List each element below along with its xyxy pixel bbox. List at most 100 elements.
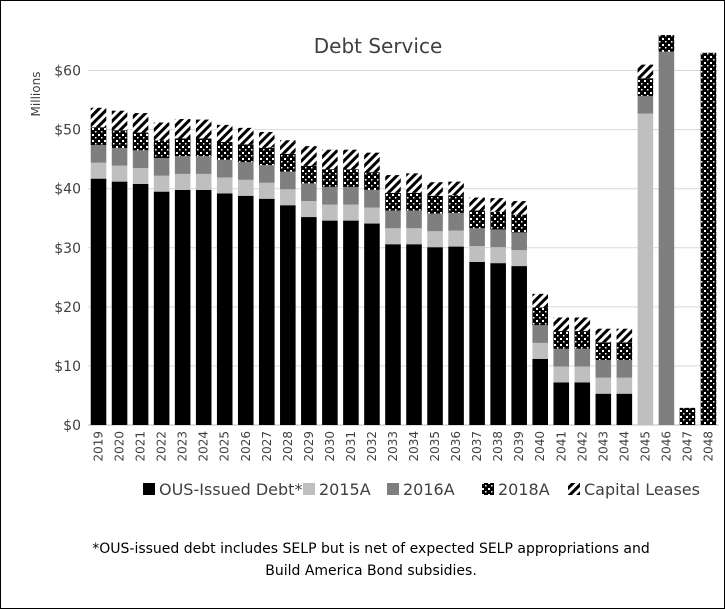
legend-item-2018a: 2018A	[482, 480, 550, 499]
bar-segment-2016a	[343, 186, 359, 205]
x-tick-label: 2028	[281, 431, 295, 462]
bar-segment-2018a	[301, 165, 317, 184]
x-tick-label: 2023	[176, 431, 190, 462]
legend-swatch	[482, 483, 494, 495]
bar-segment-capital-leases	[237, 127, 254, 145]
x-tick-label: 2041	[554, 431, 568, 462]
footnote: *OUS-issued debt includes SELP but is ne…	[41, 538, 701, 582]
bar-segment-2015a	[385, 228, 401, 245]
bar-segment-ous-issued-debt	[90, 178, 107, 425]
bar-segment-capital-leases	[280, 140, 296, 154]
bar-segment-ous-issued-debt	[595, 393, 612, 425]
bar-segment-2018a	[237, 144, 254, 163]
bar-segment-ous-issued-debt	[532, 358, 548, 425]
chart-title: Debt Service	[314, 34, 443, 58]
bar-segment-2015a	[637, 113, 654, 425]
x-tick-label: 2046	[659, 431, 673, 462]
bar-segment-2016a	[574, 348, 591, 367]
bar-segment-2015a	[195, 173, 212, 190]
bar-segment-capital-leases	[195, 119, 212, 139]
bar-segment-ous-issued-debt	[385, 244, 401, 425]
bar-segment-ous-issued-debt	[174, 189, 191, 425]
bar-segment-2018a	[637, 78, 654, 96]
y-tick-label: $50	[54, 123, 81, 139]
bar-segment-2018a	[595, 342, 612, 361]
bar-segment-capital-leases	[216, 124, 233, 143]
y-tick-label: $40	[54, 182, 81, 198]
bar-segment-ous-issued-debt	[237, 195, 254, 425]
bar-segment-2016a	[259, 165, 275, 183]
bar-segment-ous-issued-debt	[490, 263, 506, 425]
bar-segment-2018a	[574, 331, 591, 349]
bar-segment-2016a	[132, 150, 149, 169]
bar-segment-2015a	[111, 165, 128, 182]
bar-segment-capital-leases	[111, 110, 128, 131]
bar-segment-2015a	[364, 207, 380, 224]
legend-item-2016a: 2016A	[387, 480, 455, 499]
x-tick-label: 2045	[638, 431, 652, 462]
bar-segment-2015a	[322, 204, 338, 221]
bar-segment-2018a	[490, 211, 506, 230]
bar-segment-2015a	[469, 245, 485, 262]
x-tick-labels: 2019 2020 2021 2022 2023 2024 2025 2026 2027 2028…	[92, 431, 716, 462]
bar-segment-2018a	[406, 192, 422, 211]
x-tick-label: 2021	[134, 431, 148, 462]
bar-segment-capital-leases	[90, 107, 107, 128]
bar-segment-2018a	[427, 195, 443, 214]
x-tick-label: 2035	[428, 431, 442, 462]
legend-label: 2016A	[403, 480, 455, 499]
bar-segment-ous-issued-debt	[574, 382, 591, 425]
bar-segment-2015a	[448, 230, 464, 247]
bar-segment-2018a	[195, 138, 212, 157]
x-tick-label: 2048	[701, 431, 715, 462]
footnote-line-2: Build America Bond subsidies.	[265, 563, 477, 579]
y-tick-label: $30	[54, 241, 81, 257]
legend-item-capital-leases: Capital Leases	[568, 480, 700, 499]
bar-segment-2016a	[448, 212, 464, 231]
x-tick-label: 2031	[344, 431, 358, 462]
y-tick-label: $0	[63, 418, 81, 434]
x-tick-label: 2043	[596, 431, 610, 462]
bar-segment-2016a	[301, 183, 317, 202]
debt-service-chart: Debt Service Millions $0$10$20$30$40$50$…	[29, 34, 719, 499]
bar-segment-2015a	[511, 250, 527, 267]
x-tick-label: 2020	[113, 431, 127, 462]
bar-segment-2016a	[385, 210, 401, 229]
y-axis-label: Millions	[29, 72, 43, 117]
x-tick-label: 2037	[470, 431, 484, 462]
bar-segment-2018a	[153, 140, 170, 158]
bar-segment-2018a	[679, 407, 696, 425]
bar-segment-2016a	[90, 144, 107, 163]
bar-segment-2018a	[259, 147, 275, 166]
bar-segment-capital-leases	[174, 118, 191, 139]
bar-segment-capital-leases	[322, 149, 338, 170]
legend: OUS-Issued Debt* 2015A 2016A 2018A Capital L…	[143, 480, 700, 499]
bar-segment-2016a	[511, 232, 527, 251]
bar-segment-2015a	[406, 228, 422, 245]
bar-segment-ous-issued-debt	[111, 181, 128, 425]
bar-segment-2018a	[132, 132, 149, 151]
bar-segment-2016a	[174, 156, 191, 174]
bar-segment-2016a	[427, 213, 443, 232]
bar-segment-ous-issued-debt	[364, 223, 380, 425]
bar-segment-2015a	[616, 377, 633, 394]
bar-segment-capital-leases	[364, 152, 380, 173]
bar-segment-capital-leases	[595, 328, 612, 343]
footnote-line-1: *OUS-issued debt includes SELP but is ne…	[92, 541, 650, 557]
bar-segment-2018a	[280, 153, 296, 172]
bar-segment-capital-leases	[153, 122, 170, 141]
bar-segment-2018a	[469, 210, 485, 229]
x-tick-label: 2032	[365, 431, 379, 462]
bar-segment-capital-leases	[616, 328, 633, 343]
bar-segment-2018a	[343, 169, 359, 187]
bar-segment-2018a	[511, 214, 527, 233]
x-tick-label: 2030	[323, 431, 337, 462]
bar-segment-ous-issued-debt	[153, 191, 170, 425]
bar-segment-2018a	[174, 138, 191, 157]
bar-segment-2015a	[532, 342, 548, 359]
legend-item-ous-issued-debt: OUS-Issued Debt*	[143, 480, 302, 499]
bar-segment-ous-issued-debt	[195, 189, 212, 425]
legend-label: 2015A	[319, 480, 371, 499]
bar-segment-2016a	[237, 162, 254, 180]
y-tick-labels: $0 $10 $20 $30 $40 $50 $60	[54, 64, 81, 434]
